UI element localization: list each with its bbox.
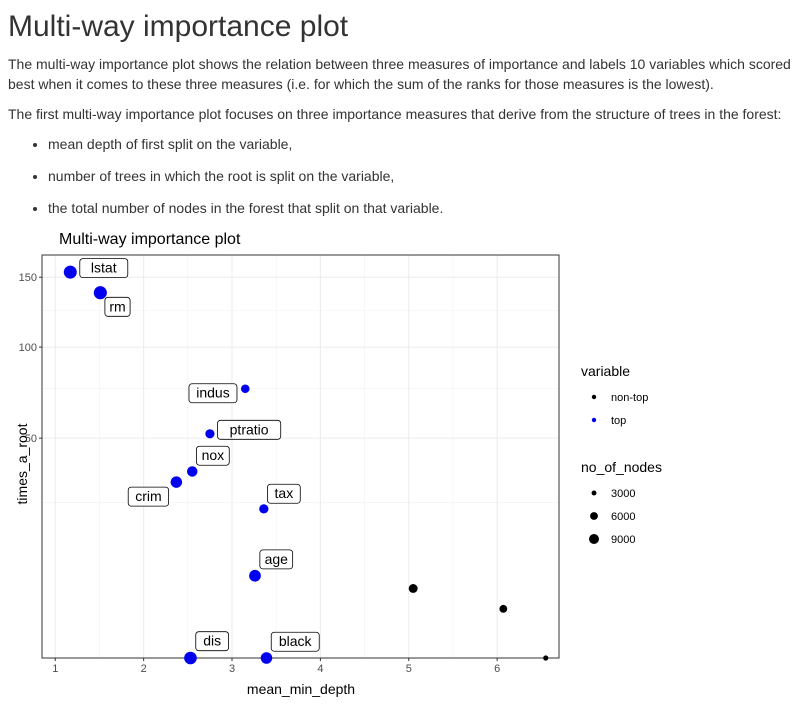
y-tick-label: 150 bbox=[19, 272, 37, 284]
list-item: mean depth of first split on the variabl… bbox=[48, 134, 793, 154]
intro-paragraph: The multi-way importance plot shows the … bbox=[8, 56, 791, 92]
plot-panel-border bbox=[41, 254, 560, 659]
x-tick-label: 3 bbox=[229, 663, 235, 675]
point-non-top bbox=[408, 584, 418, 593]
legend-label: 3000 bbox=[611, 488, 635, 500]
point-ptratio bbox=[205, 429, 215, 439]
point-label: crim bbox=[135, 488, 161, 504]
point-lstat bbox=[63, 265, 77, 279]
point-label-box bbox=[188, 383, 238, 404]
point-labels: lstat rm indus ptratio nox crim tax age dis black bbox=[79, 258, 320, 652]
x-axis: 1 2 3 4 5 6 bbox=[52, 658, 500, 675]
legend-size-key bbox=[591, 490, 597, 496]
point-tax bbox=[259, 504, 269, 514]
point-dis bbox=[184, 651, 197, 665]
point-label-box bbox=[196, 445, 230, 466]
legend-label: 6000 bbox=[611, 511, 635, 523]
legend-key-non-top bbox=[591, 394, 597, 400]
data-points bbox=[63, 265, 549, 665]
importance-plot-figure: Multi-way importance plot 1 2 3 4 5 6 50 100 15… bbox=[0, 222, 797, 711]
point-label: black bbox=[279, 633, 313, 649]
point-label: age bbox=[265, 551, 289, 567]
y-axis: 50 100 150 bbox=[19, 272, 42, 445]
x-tick-label: 6 bbox=[494, 663, 500, 675]
point-black bbox=[260, 652, 273, 664]
point-label-box bbox=[259, 549, 294, 570]
list-item: number of trees in which the root is spl… bbox=[48, 166, 793, 186]
legend-color-title: variable bbox=[581, 363, 630, 379]
point-label-box bbox=[195, 631, 229, 652]
page-heading: Multi-way importance plot bbox=[8, 10, 349, 43]
x-tick-label: 1 bbox=[52, 663, 58, 675]
legend-size-key bbox=[589, 534, 599, 544]
point-label: rm bbox=[109, 298, 125, 314]
point-label-box bbox=[79, 258, 129, 279]
x-axis-title: mean_min_depth bbox=[247, 681, 355, 697]
y-tick-label: 50 bbox=[25, 433, 37, 445]
legend-key-top bbox=[591, 417, 597, 423]
importance-plot: Multi-way importance plot 1 2 3 4 5 6 50 100 15… bbox=[14, 231, 662, 697]
point-label: tax bbox=[275, 485, 294, 501]
legend-size-title: no_of_nodes bbox=[581, 459, 662, 475]
legend-label: 9000 bbox=[611, 534, 635, 546]
x-tick-label: 4 bbox=[317, 663, 323, 675]
point-label: indus bbox=[196, 385, 229, 401]
y-tick-label: 100 bbox=[19, 342, 37, 354]
point-label-box bbox=[104, 296, 131, 317]
point-nox bbox=[187, 466, 198, 477]
x-tick-label: 5 bbox=[406, 663, 412, 675]
point-non-top bbox=[543, 655, 549, 661]
point-label: ptratio bbox=[230, 421, 269, 437]
point-label-box bbox=[217, 419, 282, 440]
point-indus bbox=[240, 384, 250, 394]
point-label: lstat bbox=[91, 260, 117, 276]
point-label-box bbox=[270, 631, 320, 652]
legend-size-key bbox=[590, 512, 598, 520]
list-item: the total number of nodes in the forest … bbox=[48, 198, 793, 218]
point-age bbox=[249, 569, 261, 582]
point-rm bbox=[93, 286, 107, 300]
chart-legend: variable non-top top no_of_nodes 3000 6000 900… bbox=[581, 363, 662, 546]
point-label-box bbox=[127, 486, 170, 507]
page-content: Multi-way importance plot The multi-way … bbox=[8, 0, 793, 230]
subintro-paragraph: The first multi-way importance plot focu… bbox=[8, 106, 782, 122]
measure-list: mean depth of first split on the variabl… bbox=[8, 134, 793, 218]
chart-title: Multi-way importance plot bbox=[59, 231, 241, 248]
legend-label: non-top bbox=[611, 392, 648, 404]
point-crim bbox=[170, 476, 183, 488]
point-label-box bbox=[267, 483, 301, 504]
point-label: nox bbox=[202, 447, 225, 463]
point-non-top bbox=[499, 604, 508, 613]
y-axis-title: times_a_root bbox=[14, 423, 30, 504]
point-label: dis bbox=[203, 633, 221, 649]
x-tick-label: 2 bbox=[141, 663, 147, 675]
legend-label: top bbox=[611, 415, 626, 427]
